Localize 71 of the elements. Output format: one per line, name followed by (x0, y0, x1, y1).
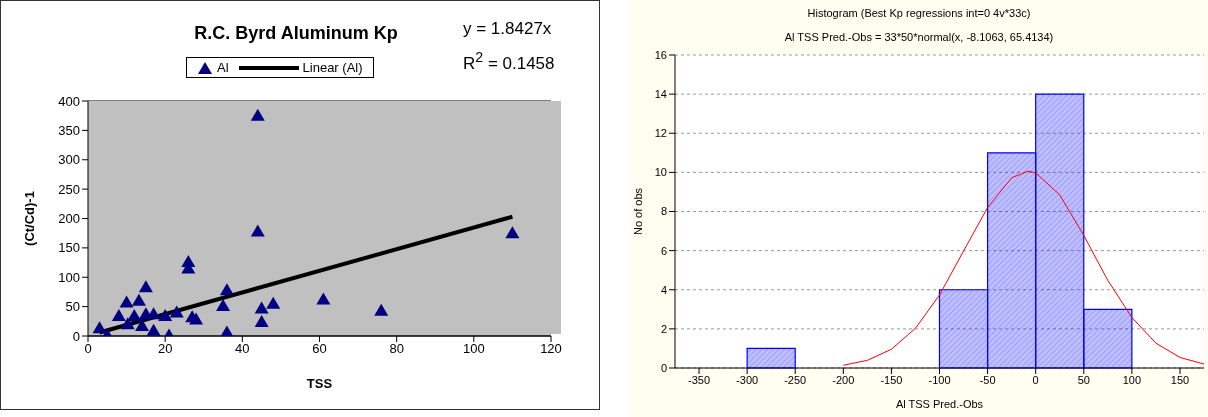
point (127, 309, 142, 322)
x-tick-label: 20 (157, 341, 173, 357)
y-tick-label: 16 (654, 48, 667, 61)
x-tick-label: 0 (84, 341, 92, 357)
x-tick-label: 150 (1170, 373, 1190, 386)
legend-label: Linear (Al) (302, 60, 363, 75)
y-tick-label: 200 (58, 211, 80, 227)
text: y = 1.8427x (463, 19, 552, 39)
y-tick-label: 0 (660, 361, 667, 374)
y-tick-label: 0 (72, 328, 80, 344)
point (111, 309, 126, 322)
x-tick-label: -100 (928, 373, 951, 386)
y-tick-label: 12 (654, 127, 667, 140)
point (189, 312, 204, 325)
point (250, 108, 265, 121)
y-tick-label: 300 (58, 152, 80, 168)
point (138, 280, 153, 293)
y-tick-label: 6 (660, 244, 667, 257)
y-tick-label: 8 (660, 205, 667, 218)
y-tick-label: 10 (654, 166, 667, 179)
point (316, 292, 331, 305)
y-tick-label: 250 (58, 181, 80, 197)
point (254, 301, 269, 314)
point (219, 283, 234, 296)
y-tick-label: 400 (58, 93, 80, 109)
chart-title: Histogram (Best Kp regressions int=0 4v*33c) (806, 7, 1032, 19)
y-axis-title: (Ct/Cd)-1 (21, 191, 37, 246)
y-tick-label: 100 (58, 269, 80, 285)
x-tick-label: 0 (1032, 373, 1039, 386)
legend-label: Al (217, 60, 229, 75)
y-tick-label: 2 (660, 322, 667, 335)
point (120, 317, 135, 330)
chart-title: R.C. Byrd Aluminum Kp (193, 23, 399, 44)
x-tick-label: 100 (1122, 373, 1142, 386)
y-tick-label: 150 (58, 240, 80, 256)
point (131, 293, 146, 306)
point (505, 226, 520, 239)
point (216, 299, 231, 312)
point (169, 305, 184, 318)
point (266, 296, 281, 309)
x-tick-label: 60 (312, 341, 327, 357)
x-tick-label: 40 (235, 341, 250, 357)
chart-subtitle: Al TSS Pred.-Obs = 33*50*normal(x, -8.1063, 65.4134) (783, 31, 1055, 43)
x-tick-label: 100 (462, 341, 485, 357)
x-tick-label: -50 (979, 373, 996, 386)
x-tick-label: -350 (688, 373, 711, 386)
text: R$^{2}$ = 0.1458 (463, 49, 555, 74)
line-series (842, 170, 1204, 366)
y-tick-label: 4 (660, 283, 667, 296)
x-tick-label: -200 (832, 373, 855, 386)
point (158, 309, 173, 322)
point (254, 314, 269, 327)
point (92, 321, 107, 334)
x-tick-label: 50 (1077, 373, 1090, 386)
x-tick-label: -150 (880, 373, 903, 386)
y-tick-label: 50 (65, 299, 80, 315)
point (146, 323, 161, 336)
x-tick-label: 120 (540, 341, 562, 357)
point (250, 224, 265, 237)
x-tick-label: -250 (784, 373, 807, 386)
y-tick-label: 350 (58, 122, 80, 138)
point (119, 295, 134, 308)
x-axis-title: Al TSS Pred.-Obs (895, 398, 984, 410)
x-tick-label: 80 (389, 341, 404, 357)
y-axis-title: No of obs (631, 187, 644, 236)
point (146, 307, 161, 320)
y-tick-label: 14 (654, 88, 667, 101)
x-tick-label: -300 (736, 373, 759, 386)
point (135, 319, 150, 332)
x-axis-title: TSS (306, 376, 333, 391)
point (374, 303, 389, 316)
